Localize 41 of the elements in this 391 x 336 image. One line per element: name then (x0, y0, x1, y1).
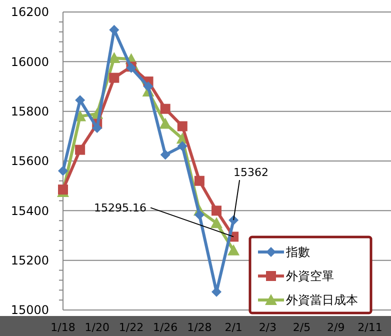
point (177, 121, 188, 132)
point (194, 176, 204, 186)
point (228, 244, 240, 256)
legend-label: 外資當日成本 (286, 293, 358, 308)
point (177, 141, 188, 152)
point (109, 72, 120, 83)
y-tick-label: 15800 (10, 104, 49, 119)
x-tick-label: 1/20 (84, 321, 110, 334)
point (194, 210, 204, 220)
x-tick-label: 2/9 (327, 321, 345, 334)
x-tick-label: 2/11 (358, 321, 382, 334)
point (58, 166, 68, 176)
point (108, 52, 120, 63)
point (159, 118, 172, 129)
point (210, 217, 222, 228)
point (212, 206, 222, 216)
point (160, 150, 170, 160)
legend-label: 外資空單 (286, 269, 334, 284)
y-tick-label: 16000 (10, 54, 49, 69)
x-tick-label: 2/3 (258, 321, 277, 334)
point (75, 95, 86, 106)
point (143, 82, 154, 92)
annotation: 15295.16 (94, 202, 147, 215)
legend-label: 指數 (285, 245, 310, 260)
point (75, 144, 86, 155)
point (92, 122, 102, 133)
y-tick-label: 15600 (10, 154, 49, 168)
annotation: 15362 (234, 166, 269, 180)
y-tick-label: 15400 (10, 204, 49, 218)
y-tick-label: 16200 (10, 5, 49, 20)
x-tick-label: 1/26 (152, 321, 178, 334)
x-tick-label: 2/1 (224, 321, 242, 334)
x-tick-label: 1/28 (187, 321, 212, 334)
point (228, 215, 239, 226)
x-tick-label: 1/22 (118, 321, 144, 334)
y-tick-label: 15000 (10, 303, 49, 318)
y-tick-label: 15200 (10, 254, 49, 268)
point (58, 184, 68, 195)
x-tick-label: 1/18 (50, 321, 76, 334)
x-tick-label: 2/5 (292, 321, 311, 334)
point (160, 104, 170, 114)
